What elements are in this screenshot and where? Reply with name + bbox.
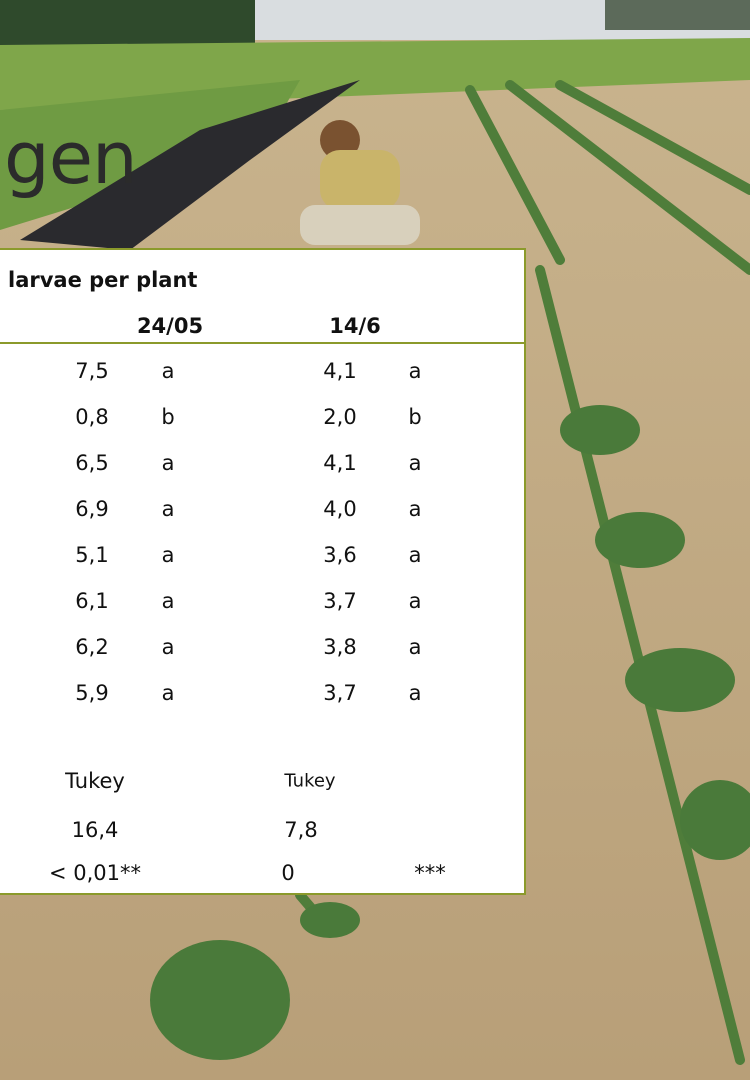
significance-letter: b [408, 405, 421, 429]
significance-letter: a [409, 497, 422, 521]
column-header: 14/6 [329, 314, 381, 338]
significance-letter: a [409, 681, 422, 705]
p-value: *** [414, 861, 446, 885]
test-statistic: 7,8 [284, 818, 317, 842]
mean-value: 4,1 [323, 451, 356, 475]
significance-letter: a [409, 635, 422, 659]
significance-letter: b [161, 405, 174, 429]
results-table: larvae per plant 24/05 14/6 7,5 a 4,1 a 0,8 b 2,… [0, 248, 526, 895]
mean-value: 2,0 [323, 405, 356, 429]
building [605, 0, 750, 30]
table-caption: larvae per plant [8, 268, 197, 292]
mean-value: 4,1 [323, 359, 356, 383]
mean-value: 6,2 [75, 635, 108, 659]
column-header: 24/05 [137, 314, 203, 338]
significance-letter: a [162, 589, 175, 613]
slide: gen larvae per plant 24/05 14/6 7,5 a 4,1 a 0,… [0, 0, 750, 1080]
significance-letter: a [162, 497, 175, 521]
slide-title: gen [4, 118, 137, 198]
significance-letter: a [162, 681, 175, 705]
significance-letter: a [409, 359, 422, 383]
significance-letter: a [162, 543, 175, 567]
test-name: Tukey [65, 769, 125, 793]
mean-value: 5,1 [75, 543, 108, 567]
p-value: 0 [281, 861, 294, 885]
significance-letter: a [409, 589, 422, 613]
mean-value: 3,8 [323, 635, 356, 659]
mean-value: 3,7 [323, 681, 356, 705]
mean-value: 6,1 [75, 589, 108, 613]
mean-value: 3,7 [323, 589, 356, 613]
significance-letter: a [162, 451, 175, 475]
significance-letter: a [162, 635, 175, 659]
test-name: Tukey [284, 771, 335, 792]
p-value: < 0,01** [49, 861, 141, 885]
significance-letter: a [409, 543, 422, 567]
header-rule [0, 342, 524, 344]
mean-value: 5,9 [75, 681, 108, 705]
mean-value: 4,0 [323, 497, 356, 521]
test-statistic: 16,4 [72, 818, 119, 842]
mean-value: 6,5 [75, 451, 108, 475]
significance-letter: a [409, 451, 422, 475]
mean-value: 0,8 [75, 405, 108, 429]
mean-value: 7,5 [75, 359, 108, 383]
trees [0, 0, 255, 48]
significance-letter: a [162, 359, 175, 383]
mean-value: 3,6 [323, 543, 356, 567]
mean-value: 6,9 [75, 497, 108, 521]
